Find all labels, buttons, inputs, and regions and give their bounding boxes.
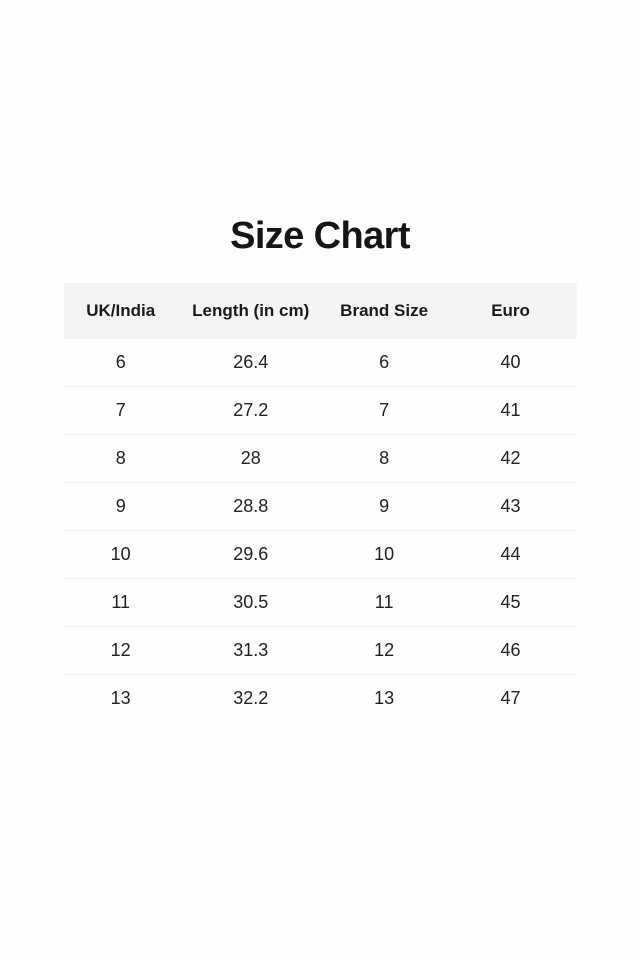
table-cell: 9 [63,482,178,531]
table-cell: 27.2 [177,386,324,435]
table-row: 13 32.2 13 47 [63,674,577,722]
table-row: 10 29.6 10 44 [63,530,577,579]
table-row: 8 28 8 42 [63,434,577,483]
table-cell: 28 [177,434,324,483]
table-cell: 43 [444,482,577,531]
table-cell: 9 [323,482,445,531]
table-cell: 8 [323,434,445,483]
table-row: 9 28.8 9 43 [63,482,577,531]
table-cell: 28.8 [177,482,324,531]
table-cell: 44 [444,530,577,579]
column-header: Euro [444,283,577,339]
table-cell: 7 [323,386,445,435]
table-cell: 26.4 [233,352,269,372]
table-cell: 41 [444,386,577,435]
table-cell: 13 [323,674,445,722]
table-cell: 10 [323,530,445,579]
table-cell: 42 [444,434,577,483]
table-cell: 12 [63,626,178,675]
table-cell: 12 [323,626,445,675]
table-row: 7 27.2 7 41 [63,386,577,435]
table-cell: 47 [444,674,577,722]
table-row: 6 26.4 6 40 [64,339,577,387]
table-cell: 6 [115,352,126,372]
table-cell: 7 [63,386,178,435]
table-row: 11 30.5 11 45 [63,578,577,627]
table-cell: 13 [63,674,178,722]
size-chart-page: Size Chart UK/India Length (in cm) Brand S… [63,215,577,722]
table-cell: 11 [63,578,178,627]
table-cell: 32.2 [177,674,324,722]
table-cell: 40 [500,352,521,372]
column-header: Brand Size [323,283,445,339]
column-header: Length (in cm) [177,283,324,339]
page-title: Size Chart [230,215,410,257]
table-cell: 10 [63,530,178,579]
table-header-row: UK/India Length (in cm) Brand Size Euro [63,283,577,339]
table-cell: 8 [63,434,178,483]
table-cell: 11 [323,578,445,627]
table-row: 12 31.3 12 46 [63,626,577,675]
table-cell: 6 [379,352,390,372]
table-cell: 46 [444,626,577,675]
size-chart-table: UK/India Length (in cm) Brand Size Euro 6 26… [63,283,577,722]
column-header: UK/India [63,283,178,339]
table-cell: 30.5 [177,578,324,627]
table-cell: 45 [444,578,577,627]
table-cell: 31.3 [177,626,324,675]
table-cell: 29.6 [177,530,324,579]
